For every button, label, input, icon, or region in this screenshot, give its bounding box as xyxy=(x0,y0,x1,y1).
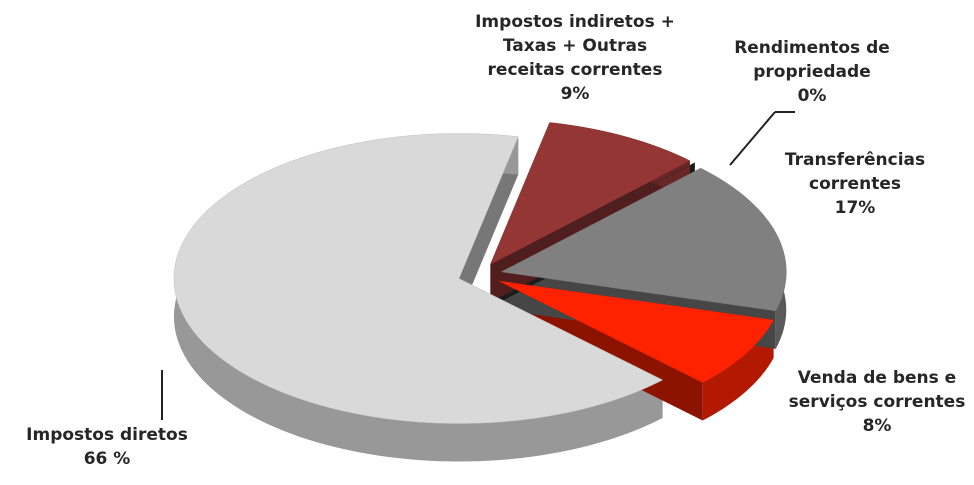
slice-label: Venda de bens e serviços correntes 8% xyxy=(777,366,974,438)
value-label: 0% xyxy=(797,86,827,106)
leader-line xyxy=(729,111,776,166)
category-name: Rendimentos de propriedade xyxy=(734,38,890,82)
value-label: 9% xyxy=(560,84,590,104)
slice-side xyxy=(173,133,663,462)
category-name: Impostos indiretos + Taxas + Outras rece… xyxy=(475,12,675,80)
slice xyxy=(489,122,691,265)
value-label: 8% xyxy=(862,416,892,436)
slice xyxy=(500,167,787,312)
value-label: 17% xyxy=(834,198,876,218)
slice-label: Rendimentos de propriedade 0% xyxy=(717,36,907,108)
slice xyxy=(173,133,664,424)
category-name: Impostos diretos xyxy=(26,425,188,445)
slice-label: Impostos diretos 66 % xyxy=(7,423,207,471)
slice-label: Transferências correntes 17% xyxy=(770,148,940,220)
slice xyxy=(495,162,695,267)
slice xyxy=(498,280,774,383)
category-name: Venda de bens e serviços correntes xyxy=(788,368,966,412)
slice-label: Impostos indiretos + Taxas + Outras rece… xyxy=(475,10,675,106)
value-label: 66 % xyxy=(83,449,131,469)
slice-side xyxy=(458,136,519,317)
category-name: Transferências correntes xyxy=(784,150,926,194)
